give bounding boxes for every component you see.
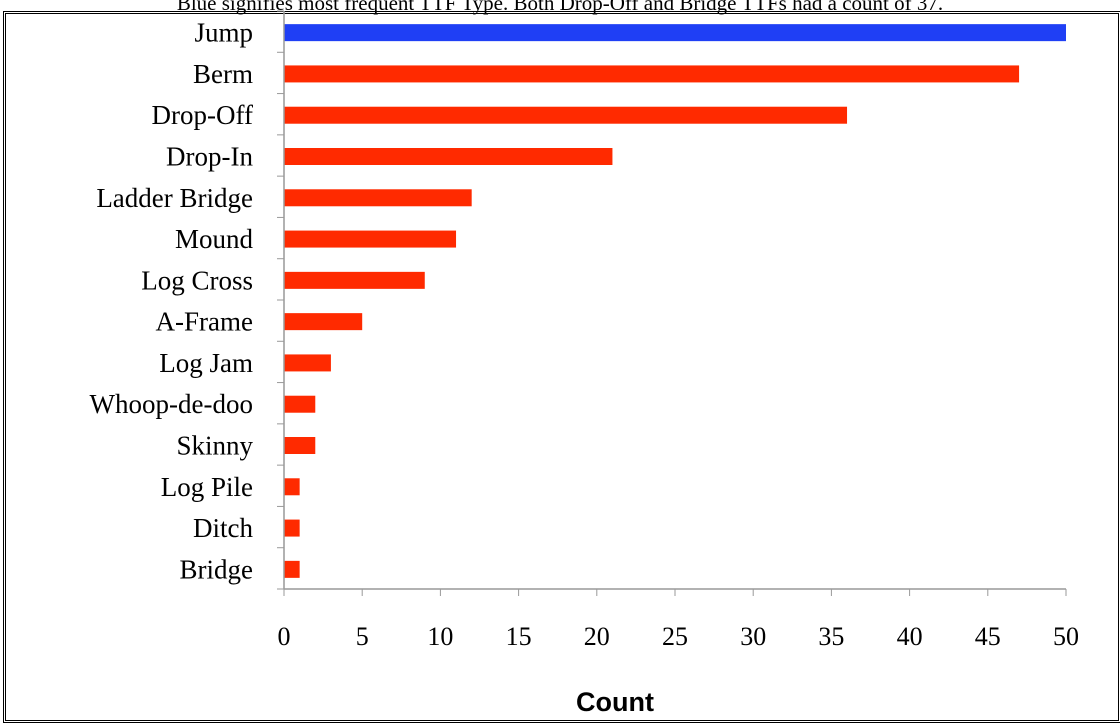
bar-log-jam — [284, 354, 331, 372]
x-tick-label: 5 — [356, 622, 369, 651]
bar-drop-in — [284, 148, 613, 165]
bar-whoop-de-doo — [284, 395, 316, 413]
category-label: Log Jam — [159, 348, 253, 378]
x-tick-label: 35 — [818, 622, 844, 651]
category-label: Drop-Off — [152, 100, 253, 130]
bar-drop-off — [284, 106, 848, 124]
category-label: Whoop-de-doo — [90, 389, 253, 419]
x-axis-title: Count — [576, 687, 654, 713]
category-label: Log Cross — [141, 265, 253, 295]
bar-log-pile — [284, 478, 300, 496]
category-label: Jump — [194, 18, 253, 48]
bar-berm — [284, 65, 1020, 83]
bar-ladder-bridge — [284, 189, 472, 207]
category-label: Ladder Bridge — [96, 183, 253, 213]
bar-log-cross — [284, 271, 425, 289]
category-label: Ditch — [193, 513, 253, 543]
x-tick-label: 20 — [584, 622, 610, 651]
bar-jump — [284, 24, 1066, 42]
category-label: Mound — [175, 224, 254, 254]
x-tick-label: 25 — [662, 622, 688, 651]
category-label: Bridge — [180, 554, 254, 584]
x-tick-label: 30 — [740, 622, 766, 651]
bar-ditch — [284, 519, 300, 537]
x-tick-label: 15 — [506, 622, 532, 651]
category-label: Skinny — [176, 431, 253, 461]
bar-bridge — [284, 560, 300, 578]
bar-mound — [284, 230, 457, 248]
x-tick-label: 50 — [1053, 622, 1079, 651]
x-tick-label: 0 — [278, 622, 291, 651]
category-label: Log Pile — [161, 472, 253, 502]
category-label: Drop-In — [166, 142, 253, 172]
x-tick-label: 10 — [427, 622, 453, 651]
bar-skinny — [284, 437, 316, 454]
x-tick-label: 45 — [975, 622, 1001, 651]
bar-a-frame — [284, 313, 363, 331]
category-label: A-Frame — [156, 307, 253, 337]
x-tick-label: 40 — [897, 622, 923, 651]
category-label: Berm — [193, 59, 253, 89]
